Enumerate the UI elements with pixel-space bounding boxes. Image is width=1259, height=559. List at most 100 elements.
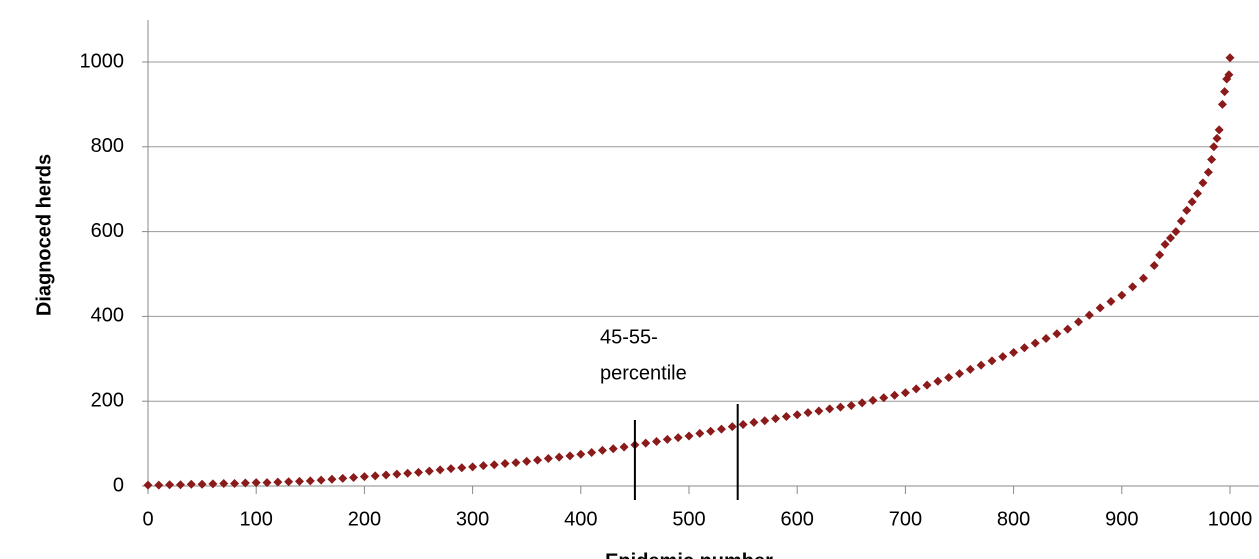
data-point: [814, 406, 824, 416]
data-point: [478, 461, 488, 471]
data-point: [652, 436, 662, 446]
x-tick-label: 0: [142, 508, 153, 530]
x-tick-label: 500: [672, 508, 705, 530]
data-point: [554, 452, 564, 462]
data-point: [262, 478, 272, 488]
data-point: [1171, 227, 1181, 237]
data-point: [890, 390, 900, 400]
x-tick-label: 800: [997, 508, 1030, 530]
data-point: [565, 451, 575, 461]
data-point: [349, 473, 359, 483]
data-point: [468, 462, 478, 472]
data-point: [1138, 273, 1148, 283]
data-point: [944, 372, 954, 382]
data-point: [1193, 188, 1203, 198]
data-point: [1207, 155, 1217, 165]
data-point: [1160, 239, 1170, 249]
data-point: [857, 398, 867, 408]
data-point: [1009, 347, 1019, 357]
data-point: [294, 476, 304, 486]
data-point: [489, 460, 499, 470]
data-point: [662, 434, 672, 444]
data-point: [868, 395, 878, 405]
y-tick-label: 200: [91, 389, 124, 411]
data-point: [1063, 324, 1073, 334]
data-point: [835, 402, 845, 412]
data-point: [403, 468, 413, 478]
data-point: [597, 445, 607, 455]
data-point: [197, 479, 207, 489]
data-point: [771, 414, 781, 424]
data-point: [1217, 99, 1227, 109]
data-point: [1209, 142, 1219, 152]
data-point: [251, 478, 261, 488]
data-point: [143, 480, 153, 490]
y-tick-label: 800: [91, 135, 124, 157]
data-point: [933, 376, 943, 386]
data-point: [792, 410, 802, 420]
data-point: [781, 411, 791, 421]
data-point: [219, 478, 229, 488]
data-point: [1214, 125, 1224, 135]
data-point: [370, 471, 380, 481]
data-point: [911, 384, 921, 394]
data-point: [900, 388, 910, 398]
data-point: [825, 404, 835, 414]
data-point: [1176, 216, 1186, 226]
data-point: [619, 442, 629, 452]
data-point: [392, 469, 402, 479]
data-point: [424, 466, 434, 476]
data-point: [359, 472, 369, 482]
data-point: [673, 433, 683, 443]
data-point: [587, 448, 597, 458]
data-point: [641, 438, 651, 448]
x-tick-label: 200: [348, 508, 381, 530]
data-point: [446, 464, 456, 474]
data-point: [879, 393, 889, 403]
y-tick-label: 600: [91, 220, 124, 242]
data-point: [522, 456, 532, 466]
x-tick-label: 600: [781, 508, 814, 530]
data-point: [1220, 87, 1230, 97]
data-point: [273, 477, 283, 487]
data-point: [1074, 317, 1084, 327]
data-point: [1019, 343, 1029, 353]
data-point: [511, 458, 521, 468]
data-point: [1182, 205, 1192, 215]
data-point: [1165, 233, 1175, 243]
y-axis-label: Diagnoced herds: [33, 154, 55, 316]
data-point: [154, 480, 164, 490]
data-point: [738, 420, 748, 430]
data-point: [803, 408, 813, 418]
annotation: 45-55-: [600, 326, 658, 348]
data-point: [998, 352, 1008, 362]
data-point: [327, 474, 337, 484]
data-point: [435, 465, 445, 475]
data-point: [457, 463, 467, 473]
data-point: [576, 449, 586, 459]
x-tick-label: 300: [456, 508, 489, 530]
y-tick-label: 0: [113, 474, 124, 496]
data-point: [1149, 261, 1159, 271]
annotation: percentile: [600, 362, 687, 384]
data-point: [706, 426, 716, 436]
data-point: [608, 444, 618, 454]
data-point: [1106, 297, 1116, 307]
data-point: [175, 480, 185, 490]
y-tick-label: 1000: [80, 50, 125, 72]
data-point: [716, 424, 726, 434]
data-point: [500, 459, 510, 469]
data-point: [1225, 53, 1235, 63]
y-tick-label: 400: [91, 305, 124, 327]
data-point: [695, 428, 705, 438]
data-point: [1187, 197, 1197, 207]
data-point: [1212, 133, 1222, 143]
data-point: [955, 369, 964, 379]
data-point: [749, 417, 759, 427]
data-point: [284, 477, 294, 487]
data-point: [976, 360, 986, 370]
data-point: [414, 467, 423, 477]
data-point: [727, 422, 737, 432]
data-point: [1084, 310, 1094, 320]
